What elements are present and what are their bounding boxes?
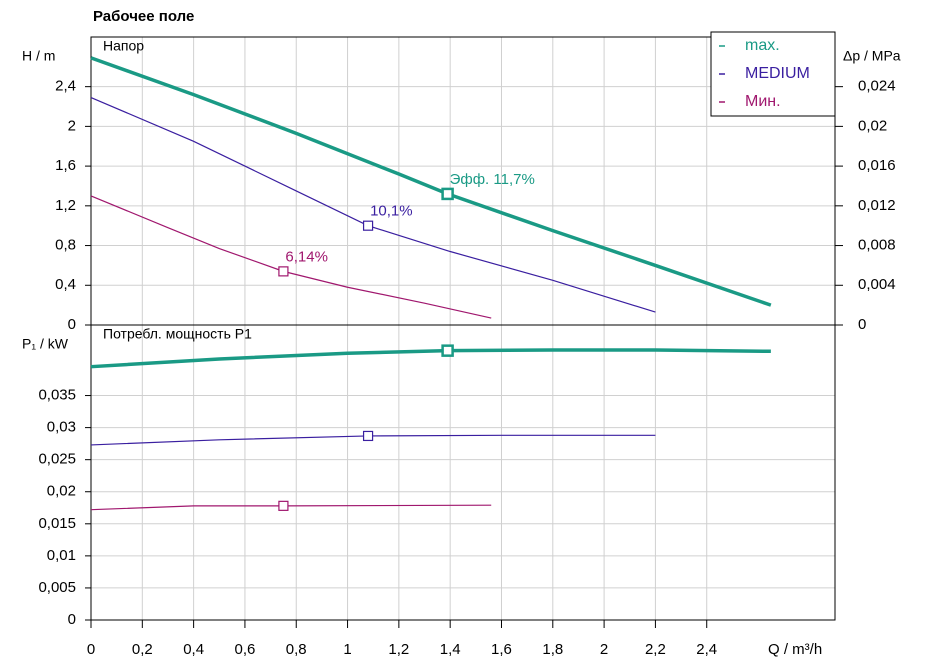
y2-tick-label: 0,012 xyxy=(858,197,896,214)
y2-tick-label: 0,02 xyxy=(858,117,887,134)
x-tick-label: 0,6 xyxy=(235,641,256,658)
x-tick-label: 0 xyxy=(87,641,95,658)
series-line xyxy=(90,434,656,446)
panel-label: Напор xyxy=(103,38,144,54)
x-tick-label: 1,4 xyxy=(440,641,461,658)
x-tick-label: 2,2 xyxy=(645,641,666,658)
y-tick-label: 0,8 xyxy=(55,237,76,254)
y-tick-label: 0,015 xyxy=(38,515,76,532)
y2-axis-label: Δp / MPa xyxy=(843,48,901,64)
x-tick-label: 1,8 xyxy=(542,641,563,658)
y-tick-label: 0 xyxy=(68,316,76,333)
operating-point xyxy=(362,220,374,231)
operating-point xyxy=(278,500,289,511)
x-tick-label: 0,2 xyxy=(132,641,153,658)
y-tick-label: 0,025 xyxy=(38,451,76,468)
y-axis-label: H / m xyxy=(22,48,55,64)
y-tick-label: 2,4 xyxy=(55,78,76,95)
y-tick-label: 0,03 xyxy=(47,419,76,436)
x-tick-label: 2,4 xyxy=(696,641,717,658)
y-tick-label: 0,02 xyxy=(47,483,76,500)
x-tick-label: 1 xyxy=(343,641,351,658)
y-tick-label: 0,4 xyxy=(55,276,76,293)
x-axis-label: Q / m³/h xyxy=(768,641,822,658)
y-tick-label: 1,2 xyxy=(55,197,76,214)
operating-point xyxy=(278,266,289,277)
operating-point xyxy=(441,344,454,357)
x-tick-label: 0,8 xyxy=(286,641,307,658)
y-tick-label: 0 xyxy=(68,611,76,628)
panel-label: Потребл. мощность P1 xyxy=(103,326,252,342)
page-title: Рабочее поле xyxy=(93,8,194,25)
panel-frame xyxy=(90,324,836,621)
series-line xyxy=(90,56,772,307)
y-tick-label: 0,01 xyxy=(47,547,76,564)
series-line xyxy=(90,504,492,511)
operating-point xyxy=(362,430,374,442)
y2-tick-label: 0,008 xyxy=(858,237,896,254)
y2-tick-label: 0,024 xyxy=(858,78,896,95)
y-axis-label: P₁ / kW xyxy=(22,336,69,352)
y2-tick-label: 0,016 xyxy=(858,157,896,174)
operating-point xyxy=(441,187,454,201)
legend-label: max. xyxy=(745,37,780,54)
x-tick-label: 1,6 xyxy=(491,641,512,658)
x-tick-label: 2 xyxy=(600,641,608,658)
legend-label: Мин. xyxy=(745,93,781,110)
y-tick-label: 1,6 xyxy=(55,157,76,174)
x-tick-label: 1,2 xyxy=(388,641,409,658)
point-label: 6,14% xyxy=(285,248,328,265)
point-label: Эфф. 11,7% xyxy=(450,171,535,188)
y-tick-label: 0,035 xyxy=(38,387,76,404)
legend-box xyxy=(710,31,836,117)
y-tick-label: 0,005 xyxy=(38,579,76,596)
legend-label: MEDIUM xyxy=(745,65,810,82)
point-label: 10,1% xyxy=(370,203,413,220)
x-tick-label: 0,4 xyxy=(183,641,204,658)
y2-tick-label: 0,004 xyxy=(858,276,896,293)
y-tick-label: 2 xyxy=(68,117,76,134)
series-line xyxy=(90,348,771,369)
y2-tick-label: 0 xyxy=(858,316,866,333)
